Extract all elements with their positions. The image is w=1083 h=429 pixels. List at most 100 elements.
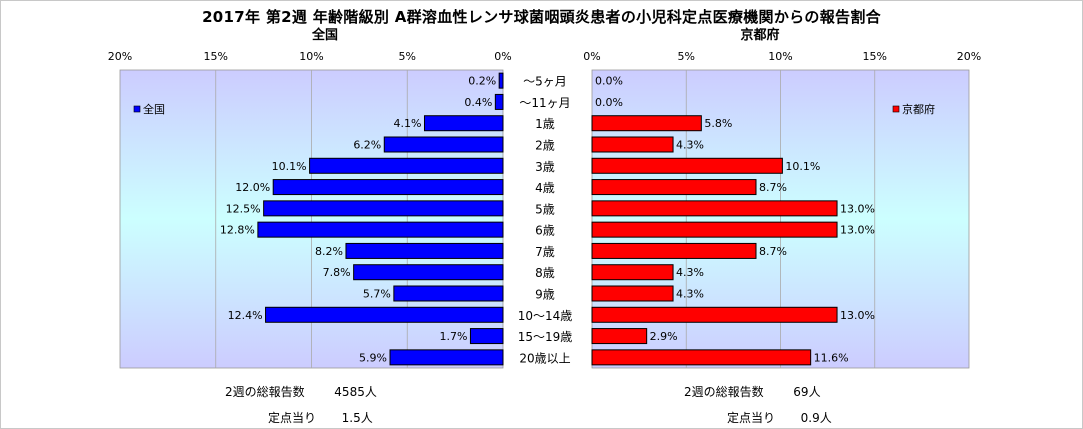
left-bar [263,200,504,217]
right-bar [591,179,757,196]
right-data-label: 13.0% [840,224,875,237]
left-data-label: 0.4% [464,96,492,109]
right-bar [591,115,702,132]
left-bar [393,285,504,302]
category-label: 〜11ヶ月 [519,96,570,110]
left-data-label: 12.4% [228,309,263,322]
national-per-point: 定点当り 1.5人 [268,409,373,426]
right-tick-label: 15% [863,50,887,63]
kyoto-total-label: 2週の総報告数 [684,385,764,399]
category-label: 15〜19歳 [518,330,573,344]
right-tick-label: 0% [583,50,600,63]
right-bar [591,306,838,323]
left-data-label: 10.1% [272,160,307,173]
left-bar [469,328,504,345]
kyoto-panel: 0% 5% 10% 15% 20%京都府0.0%0.0%5.8%4.3%10.1%8.7… [583,27,981,369]
left-data-label: 12.8% [220,224,255,237]
right-data-label: 8.7% [759,245,787,258]
right-tick-label: 20% [957,50,981,63]
category-label: 20歳以上 [519,351,570,365]
right-bar [591,242,757,259]
left-bar [345,242,504,259]
left-bar [257,221,504,238]
category-label: 10〜14歳 [518,309,573,323]
right-data-label: 4.3% [676,139,704,152]
right-bar [591,328,648,345]
left-tick-label: 0% [494,50,511,63]
national-total: 2週の総報告数 4585人 [225,383,377,400]
left-tick-label: 20% [108,50,132,63]
national-total-value: 4585人 [334,385,377,399]
right-bar [591,221,838,238]
category-label: 9歳 [535,288,555,302]
kyoto-per-value: 0.9人 [800,411,832,425]
national-per-value: 1.5人 [341,411,373,425]
category-labels: 〜5ヶ月〜11ヶ月 1歳 2歳 3歳 4歳 5歳 6歳 7歳 8歳 9歳 10〜14歳 15〜19歳 2… [518,75,573,366]
kyoto-per-point: 定点当り 0.9人 [727,409,832,426]
left-data-label: 6.2% [353,139,381,152]
left-data-label: 4.1% [394,117,422,130]
left-data-label: 12.0% [235,181,270,194]
category-label: 4歳 [535,181,555,195]
left-panel-title: 全国 [311,27,338,43]
left-bar [353,264,504,281]
category-label: 5歳 [535,202,555,216]
national-total-label: 2週の総報告数 [225,385,305,399]
right-tick-label: 10% [768,50,792,63]
right-data-label: 11.6% [814,351,849,364]
category-label: 3歳 [535,160,555,174]
category-label: 1歳 [535,117,555,131]
right-data-label: 0.0% [595,96,623,109]
left-data-label: 12.5% [226,202,261,215]
right-legend-swatch [892,105,900,113]
national-panel: 20% 15% 10% 5% 0% 全国 0.2% 0.4% 4.1% 6.2% 10.1%12.0… [108,27,512,369]
right-data-label: 4.3% [676,266,704,279]
left-data-label: 0.2% [468,75,496,88]
left-data-label: 8.2% [315,245,343,258]
right-panel-title: 京都府 [740,27,779,43]
right-data-label: 0.0% [595,75,623,88]
left-legend-label: 全国 [143,102,165,116]
left-bar [309,157,504,174]
right-tick-label: 5% [678,50,695,63]
right-bar [591,349,812,366]
right-data-label: 8.7% [759,181,787,194]
right-data-label: 2.9% [650,330,678,343]
left-bar [272,179,504,196]
left-bar [494,93,504,110]
left-bar [498,72,504,89]
right-bar [591,157,783,174]
national-per-label: 定点当り [268,411,317,425]
category-label: 6歳 [535,224,555,238]
left-bar [423,115,504,132]
kyoto-total-value: 69人 [793,385,821,399]
right-legend-label: 京都府 [902,102,935,116]
category-label: 2歳 [535,139,555,153]
left-legend-swatch [133,105,141,113]
category-label: 8歳 [535,266,555,280]
chart-title: 2017年 第2週 年齢階級別 A群溶血性レンサ球菌咽頭炎患者の小児科定点医療機… [202,8,881,26]
kyoto-per-label: 定点当り [727,411,776,425]
left-data-label: 5.7% [363,288,391,301]
right-data-label: 10.1% [785,160,820,173]
right-bar [591,200,838,217]
right-bar [591,264,674,281]
right-data-label: 4.3% [676,288,704,301]
right-data-label: 13.0% [840,202,875,215]
category-label: 7歳 [535,245,555,259]
right-bar [591,136,674,153]
left-data-label: 7.8% [323,266,351,279]
left-bar [383,136,504,153]
left-bar [265,306,504,323]
left-tick-label: 10% [299,50,323,63]
right-data-label: 13.0% [840,309,875,322]
right-bar [591,285,674,302]
left-data-label: 1.7% [439,330,467,343]
category-label: 〜5ヶ月 [523,75,567,89]
left-data-label: 5.9% [359,351,387,364]
right-data-label: 5.8% [704,117,732,130]
kyoto-total: 2週の総報告数 69人 [684,383,821,400]
left-tick-label: 15% [204,50,228,63]
left-tick-label: 5% [399,50,416,63]
